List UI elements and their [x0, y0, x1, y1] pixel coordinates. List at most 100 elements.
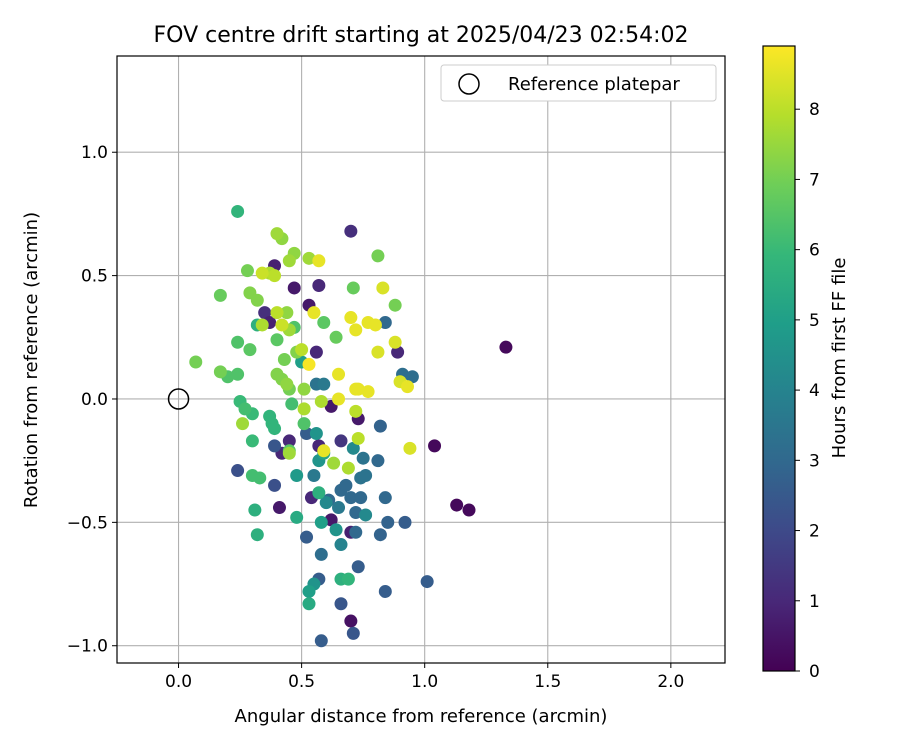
data-point — [332, 501, 346, 515]
data-point — [268, 478, 282, 492]
data-point — [400, 380, 414, 394]
data-point — [420, 575, 434, 589]
y-tick-label: −0.5 — [67, 513, 108, 533]
data-point — [391, 345, 405, 359]
data-point — [349, 505, 363, 519]
data-point — [253, 471, 267, 485]
data-point — [280, 306, 294, 320]
data-point — [428, 439, 442, 453]
data-point — [388, 335, 402, 349]
data-point — [317, 444, 331, 458]
data-point — [258, 306, 272, 320]
data-point — [302, 584, 316, 598]
data-point — [346, 281, 360, 295]
colorbar-tick-label: 1 — [809, 592, 820, 612]
data-point — [398, 515, 412, 529]
colorbar-tick-label: 4 — [809, 381, 820, 401]
data-point — [236, 417, 250, 431]
data-point — [238, 402, 252, 416]
data-point — [332, 392, 346, 406]
data-point — [376, 281, 390, 295]
data-point — [378, 491, 392, 505]
data-point — [312, 254, 326, 268]
data-point — [388, 298, 402, 312]
grid-lines — [117, 56, 725, 663]
colorbar-tick-label: 5 — [809, 311, 820, 331]
data-point — [341, 461, 355, 475]
data-point — [231, 367, 245, 381]
y-tick-label: −1.0 — [67, 637, 108, 657]
data-point — [351, 382, 365, 396]
data-point — [368, 318, 382, 332]
colorbar-tick-label: 3 — [809, 451, 820, 471]
y-tick-label: 0.5 — [81, 267, 108, 287]
data-point — [302, 357, 316, 371]
colorbar-tick-label: 2 — [809, 522, 820, 542]
data-point — [302, 251, 316, 265]
data-point — [270, 333, 284, 347]
colorbar-label: Hours from first FF file — [829, 258, 850, 459]
data-point — [285, 397, 299, 411]
y-tick-label: 1.0 — [81, 143, 108, 163]
data-point — [268, 269, 282, 283]
data-point — [371, 249, 385, 263]
data-point — [275, 318, 289, 332]
data-point — [250, 293, 264, 307]
y-axis: −1.0 −0.5 0.0 0.5 1.0 — [67, 143, 117, 657]
data-point — [344, 311, 358, 325]
data-point — [189, 355, 203, 369]
data-point — [359, 508, 373, 522]
chart-title: FOV centre drift starting at 2025/04/23 … — [154, 23, 689, 48]
x-tick-label: 1.0 — [411, 672, 438, 692]
data-point — [373, 419, 387, 433]
data-point — [287, 281, 301, 295]
data-point — [243, 343, 257, 357]
data-point — [277, 353, 291, 366]
data-point — [280, 377, 294, 391]
data-point — [317, 315, 331, 329]
data-point — [297, 402, 311, 416]
data-point — [324, 513, 338, 527]
data-point — [295, 343, 309, 357]
data-point — [307, 468, 321, 482]
data-point — [255, 266, 269, 280]
colorbar-tick-label: 0 — [809, 662, 820, 682]
data-point — [270, 306, 284, 320]
data-points — [189, 204, 513, 648]
legend-box — [440, 64, 717, 102]
data-point — [268, 422, 282, 436]
data-point — [371, 454, 385, 468]
data-point — [309, 427, 323, 441]
colorbar-gradient — [762, 45, 796, 672]
data-point — [255, 318, 269, 332]
colorbar-tick-label: 7 — [809, 170, 820, 190]
legend: Reference platepar — [440, 64, 717, 102]
data-point — [231, 464, 245, 478]
y-tick-label: 0.0 — [81, 390, 108, 410]
data-point — [499, 340, 513, 354]
x-tick-label: 0.0 — [165, 672, 192, 692]
data-point — [339, 478, 353, 492]
data-point — [450, 498, 464, 512]
data-point — [307, 306, 321, 320]
x-axis-label: Angular distance from reference (arcmin) — [235, 706, 608, 727]
data-point — [341, 572, 355, 586]
data-point — [356, 451, 370, 465]
data-point — [314, 547, 328, 561]
data-point — [381, 515, 395, 529]
data-point — [351, 431, 365, 445]
x-axis: 0.0 0.5 1.0 1.5 2.0 — [165, 663, 684, 692]
data-point — [334, 538, 348, 552]
data-point — [300, 530, 314, 544]
data-point — [231, 335, 245, 349]
data-point — [371, 345, 385, 359]
data-point — [282, 434, 296, 448]
data-point — [462, 503, 476, 517]
data-point — [378, 315, 392, 329]
data-point — [213, 365, 227, 379]
data-point — [319, 496, 333, 510]
data-point — [317, 377, 331, 391]
x-tick-label: 1.5 — [534, 672, 561, 692]
legend-label: Reference platepar — [508, 74, 680, 95]
